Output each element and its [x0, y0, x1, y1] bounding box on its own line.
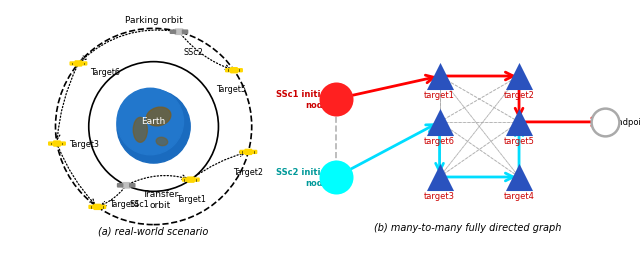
Circle shape	[117, 91, 190, 163]
Text: target5: target5	[504, 136, 534, 145]
Text: Earth: Earth	[141, 117, 166, 126]
FancyBboxPatch shape	[100, 205, 106, 209]
FancyBboxPatch shape	[70, 63, 76, 66]
FancyBboxPatch shape	[89, 205, 94, 209]
FancyBboxPatch shape	[226, 70, 231, 72]
Point	[331, 175, 341, 179]
Point	[514, 175, 524, 179]
FancyBboxPatch shape	[94, 204, 100, 210]
FancyBboxPatch shape	[122, 183, 130, 188]
FancyBboxPatch shape	[188, 178, 194, 182]
Text: Target4: Target4	[109, 199, 139, 208]
FancyBboxPatch shape	[118, 184, 123, 187]
Text: (a) real-world scenario: (a) real-world scenario	[99, 226, 209, 235]
FancyBboxPatch shape	[60, 142, 65, 146]
Point	[514, 120, 524, 124]
Text: SSc2: SSc2	[183, 47, 203, 56]
Text: Target5: Target5	[216, 84, 246, 93]
Text: target1: target1	[424, 90, 455, 99]
Text: SSc2 initial
node: SSc2 initial node	[276, 168, 329, 187]
Point	[435, 120, 445, 124]
Text: Target1: Target1	[176, 194, 205, 203]
Text: Parking orbit: Parking orbit	[125, 16, 182, 25]
Ellipse shape	[147, 108, 171, 126]
Text: (b) many-to-many fully directed graph: (b) many-to-many fully directed graph	[374, 222, 561, 232]
FancyBboxPatch shape	[54, 141, 60, 147]
Text: target6: target6	[424, 136, 455, 145]
FancyBboxPatch shape	[170, 31, 175, 34]
Point	[435, 75, 445, 79]
Point	[600, 120, 611, 124]
Text: endpoint: endpoint	[612, 118, 640, 127]
Ellipse shape	[156, 138, 168, 146]
Text: SSc1 initial
node: SSc1 initial node	[276, 90, 329, 109]
Text: Target2: Target2	[234, 167, 264, 176]
Circle shape	[117, 89, 184, 155]
Text: target3: target3	[424, 191, 455, 200]
FancyBboxPatch shape	[230, 68, 237, 73]
FancyBboxPatch shape	[245, 150, 252, 155]
Text: Target6: Target6	[90, 68, 120, 76]
Text: Transfer
orbit: Transfer orbit	[142, 189, 179, 209]
FancyBboxPatch shape	[175, 30, 183, 35]
Point	[514, 75, 524, 79]
FancyBboxPatch shape	[252, 151, 257, 154]
Ellipse shape	[133, 118, 147, 143]
FancyBboxPatch shape	[81, 63, 86, 66]
Text: target4: target4	[504, 191, 534, 200]
Text: Target3: Target3	[68, 139, 99, 148]
FancyBboxPatch shape	[237, 70, 243, 72]
FancyBboxPatch shape	[194, 179, 199, 181]
FancyBboxPatch shape	[49, 142, 54, 146]
FancyBboxPatch shape	[130, 184, 135, 187]
FancyBboxPatch shape	[240, 151, 245, 154]
Text: target2: target2	[504, 90, 534, 99]
FancyBboxPatch shape	[182, 31, 188, 34]
Text: SSc1: SSc1	[129, 200, 149, 209]
Point	[435, 175, 445, 179]
FancyBboxPatch shape	[182, 179, 188, 181]
FancyBboxPatch shape	[75, 62, 82, 67]
Point	[331, 98, 341, 102]
